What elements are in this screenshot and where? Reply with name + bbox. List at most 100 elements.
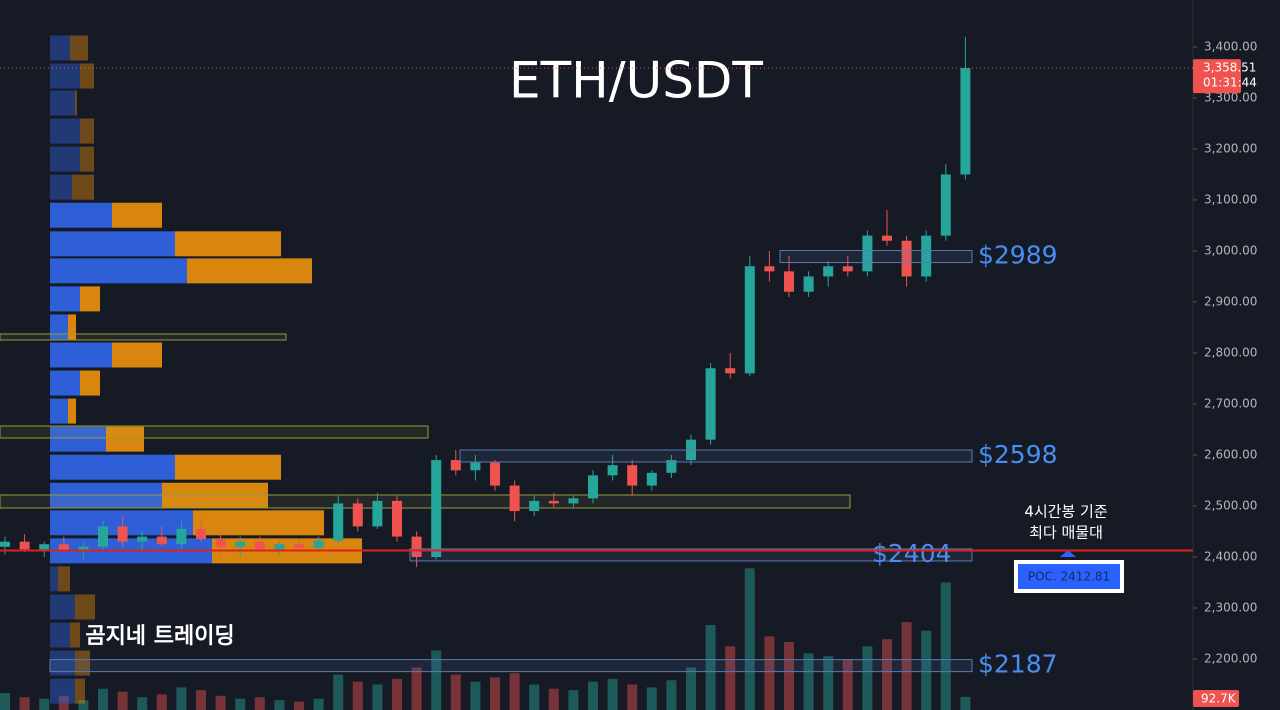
profile-sell-bar — [112, 342, 162, 368]
candle-body — [333, 503, 344, 541]
candle-body — [842, 266, 853, 272]
candle-body — [882, 235, 892, 241]
candle-body — [803, 276, 814, 292]
profile-sell-bar — [58, 566, 70, 592]
volume-bar — [450, 674, 461, 710]
volume-bar — [725, 646, 736, 710]
profile-sell-bar — [80, 370, 100, 396]
y-tick-label: 3,400.00 — [1204, 39, 1257, 53]
profile-sell-bar — [68, 398, 76, 424]
volume-bar — [19, 697, 30, 710]
candle-body — [196, 528, 206, 540]
y-tick-label: 3,300.00 — [1204, 90, 1257, 104]
y-tick-label: 2,500.00 — [1204, 498, 1257, 512]
candle-body — [862, 235, 873, 272]
profile-sell-bar — [75, 90, 77, 116]
level-box — [779, 250, 973, 264]
volume-pane — [0, 568, 971, 710]
volume-bar — [548, 688, 559, 710]
volume-bar — [901, 622, 912, 710]
profile-sell-bar — [75, 678, 85, 704]
candle-body — [490, 462, 500, 486]
volume-label-box — [1193, 690, 1239, 707]
volume-label: 92.7K — [1201, 692, 1237, 706]
profile-buy-bar — [50, 118, 80, 144]
volume-bar — [470, 681, 481, 710]
candle-body — [588, 475, 598, 499]
profile-buy-bar — [50, 90, 75, 116]
volume-bar — [39, 698, 50, 710]
profile-sell-bar — [112, 202, 162, 228]
watermark: 곰지네 트레이딩 — [85, 624, 234, 649]
profile-buy-bar — [50, 370, 80, 396]
y-tick-label: 2,400.00 — [1204, 549, 1257, 563]
level-label: $2598 — [978, 440, 1058, 469]
candle-body — [823, 266, 834, 277]
candle-body — [294, 544, 304, 548]
volume-bar — [960, 696, 971, 710]
profile-sell-bar — [75, 594, 95, 620]
candle-body — [921, 235, 932, 277]
volume-bar — [0, 693, 10, 710]
candle-body — [274, 544, 285, 550]
profile-sell-bar — [187, 258, 312, 284]
profile-buy-bar — [50, 398, 68, 424]
volume-bar — [588, 681, 598, 710]
volume-bar — [921, 630, 932, 710]
y-tick-label: 2,700.00 — [1204, 396, 1257, 410]
profile-sell-bar — [70, 35, 88, 61]
candle-body — [372, 500, 383, 527]
volume-bar — [156, 694, 167, 710]
profile-buy-bar — [50, 566, 58, 592]
profile-buy-bar — [50, 426, 106, 452]
candle-body — [705, 368, 716, 440]
candle-body — [176, 528, 187, 545]
candle-body — [19, 541, 30, 550]
candle-body — [254, 541, 265, 550]
volume-bar — [666, 680, 677, 710]
volume-bar — [627, 684, 638, 710]
countdown: 01:31:44 — [1203, 76, 1257, 90]
volume-bar — [431, 650, 442, 710]
candle-body — [627, 465, 638, 486]
profile-sell-bar — [193, 510, 324, 536]
candle-body — [156, 536, 167, 545]
y-tick-label: 2,900.00 — [1204, 294, 1257, 308]
level-label: $2404 — [872, 539, 952, 568]
candle-body — [470, 462, 481, 471]
volume-profile — [50, 35, 362, 704]
volume-bar — [58, 695, 69, 710]
volume-bar — [411, 667, 422, 710]
level-box — [409, 548, 973, 562]
volume-bar — [235, 698, 246, 710]
profile-sell-bar — [80, 286, 100, 312]
annotation: 4시간봉 기준 — [1024, 503, 1108, 521]
candle-body — [411, 536, 422, 557]
profile-buy-bar — [50, 314, 68, 340]
zone-box — [0, 494, 851, 509]
zone-box — [0, 425, 429, 439]
level-label: $2187 — [978, 650, 1058, 679]
profile-sell-bar — [175, 454, 281, 480]
volume-bar — [803, 653, 814, 710]
profile-sell-bar — [175, 231, 281, 257]
profile-sell-bar — [70, 622, 80, 648]
poc-box-inner — [1018, 564, 1120, 589]
profile-buy-bar — [50, 342, 112, 368]
volume-bar — [940, 582, 951, 710]
y-tick-label: 2,300.00 — [1204, 600, 1257, 614]
profile-buy-bar — [50, 286, 80, 312]
profile-buy-bar — [50, 678, 75, 704]
profile-buy-bar — [50, 258, 187, 284]
volume-bar — [352, 681, 363, 710]
volume-bar — [333, 674, 344, 710]
volume-bar — [686, 667, 696, 710]
profile-sell-bar — [80, 146, 94, 172]
profile-buy-bar — [50, 174, 72, 200]
candle-body — [137, 536, 148, 542]
y-tick-label: 3,100.00 — [1204, 192, 1257, 206]
volume-bar — [117, 691, 128, 710]
volume-bar — [764, 636, 775, 710]
candle-body — [901, 240, 912, 277]
